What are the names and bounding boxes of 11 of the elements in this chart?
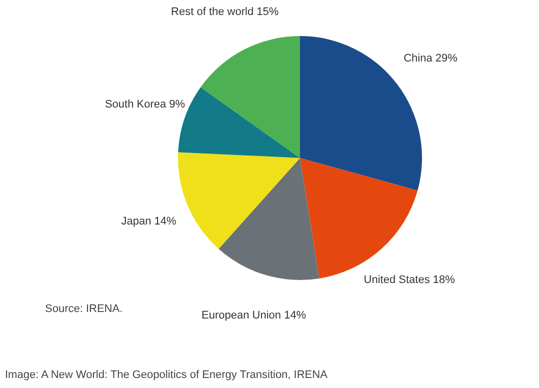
- pie-slice: [178, 152, 300, 249]
- pie-slice: [200, 36, 300, 158]
- slice-label: South Korea 9%: [104, 98, 186, 110]
- slice-label: Japan 14%: [121, 215, 176, 228]
- slice-label: Rest of the world 15%: [171, 6, 279, 18]
- source-note: Source: IRENA.: [45, 303, 123, 315]
- slice-label: European Union 14%: [202, 309, 306, 322]
- slice-label: China 29%: [404, 52, 458, 65]
- text: Image: A New World: The Geopolitics of Energy Transition, IRENA: [5, 369, 328, 381]
- pie-slice: [218, 158, 320, 280]
- slice-label: United States 18%: [364, 274, 456, 286]
